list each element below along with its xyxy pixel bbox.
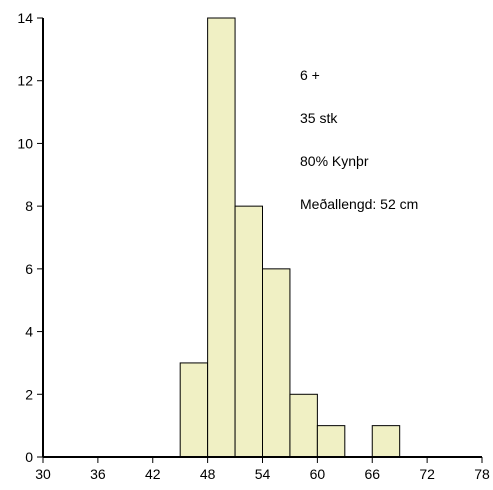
x-tick-label-48: 48 [200,466,216,482]
bar-51-54 [234,205,263,458]
annotation-age: 6 + [300,67,320,83]
annotation-block: 6 + 35 stk 80% Kynþr Meðallengd: 52 cm [300,67,418,212]
bar-66-69 [371,425,401,458]
y-tick-label-2: 2 [25,386,33,402]
bar-48-51 [207,17,236,458]
y-tick-label-4: 4 [25,324,33,340]
y-tick-label-14: 14 [17,10,33,26]
y-axis-ticks: 0 2 4 6 8 10 12 14 [17,10,43,465]
x-axis-ticks: 30 36 42 48 54 60 66 72 78 [35,457,490,482]
y-tick-label-6: 6 [25,261,33,277]
x-tick-label-66: 66 [364,466,380,482]
y-tick-label-0: 0 [25,449,33,465]
bar-57-60 [289,393,318,458]
x-tick-label-72: 72 [419,466,435,482]
x-tick-label-42: 42 [145,466,161,482]
x-tick-label-36: 36 [90,466,106,482]
y-tick-label-10: 10 [17,135,33,151]
x-tick-label-78: 78 [474,466,490,482]
x-tick-label-60: 60 [310,466,326,482]
y-tick-label-12: 12 [17,73,33,89]
annotation-count: 35 stk [300,110,338,126]
bar-45-48 [179,362,209,458]
bar-54-57 [262,268,291,458]
y-tick-label-8: 8 [25,198,33,214]
bar-60-63 [316,425,346,458]
bars-group [179,17,401,458]
annotation-maturity: 80% Kynþr [300,153,369,169]
x-tick-label-30: 30 [35,466,51,482]
annotation-mean-length: Meðallengd: 52 cm [300,196,418,212]
x-tick-label-54: 54 [255,466,271,482]
